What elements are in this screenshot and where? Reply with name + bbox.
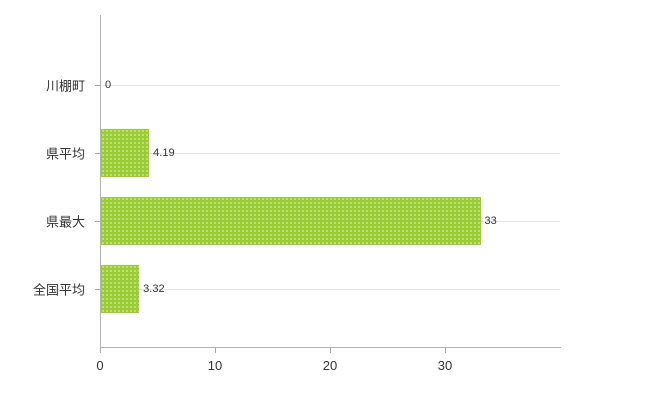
value-label: 3.32 (143, 283, 165, 295)
category-label: 川棚町 (45, 78, 85, 94)
gridline (101, 85, 560, 86)
y-axis-line (100, 15, 101, 348)
gridline (101, 289, 560, 290)
x-axis-tick (215, 347, 216, 353)
category-label: 県最大 (45, 214, 85, 230)
plot-area: 川棚町 0 県平均 4.19 県最大 33 全国平均 3.32 0 10 20 30 (33, 15, 560, 373)
bar (101, 265, 140, 313)
value-label: 0 (105, 79, 112, 91)
x-tick-label: 10 (207, 358, 223, 373)
x-tick-label: 30 (437, 358, 453, 373)
value-label: 4.19 (153, 147, 175, 159)
y-axis-tick (95, 153, 100, 154)
category-label: 県平均 (45, 146, 85, 162)
y-axis-tick (95, 85, 100, 86)
y-axis-tick (95, 221, 100, 222)
category-label: 全国平均 (32, 282, 85, 298)
value-label: 33 (484, 215, 497, 227)
bar (101, 129, 150, 177)
x-axis-tick (100, 347, 101, 353)
x-axis-tick (445, 347, 446, 353)
y-axis-tick (95, 289, 100, 290)
x-axis-tick (330, 347, 331, 353)
x-axis-line (100, 347, 561, 348)
x-tick-label: 20 (322, 358, 338, 373)
bar (101, 197, 481, 245)
x-tick-label: 0 (96, 358, 104, 373)
gridline (101, 153, 560, 154)
